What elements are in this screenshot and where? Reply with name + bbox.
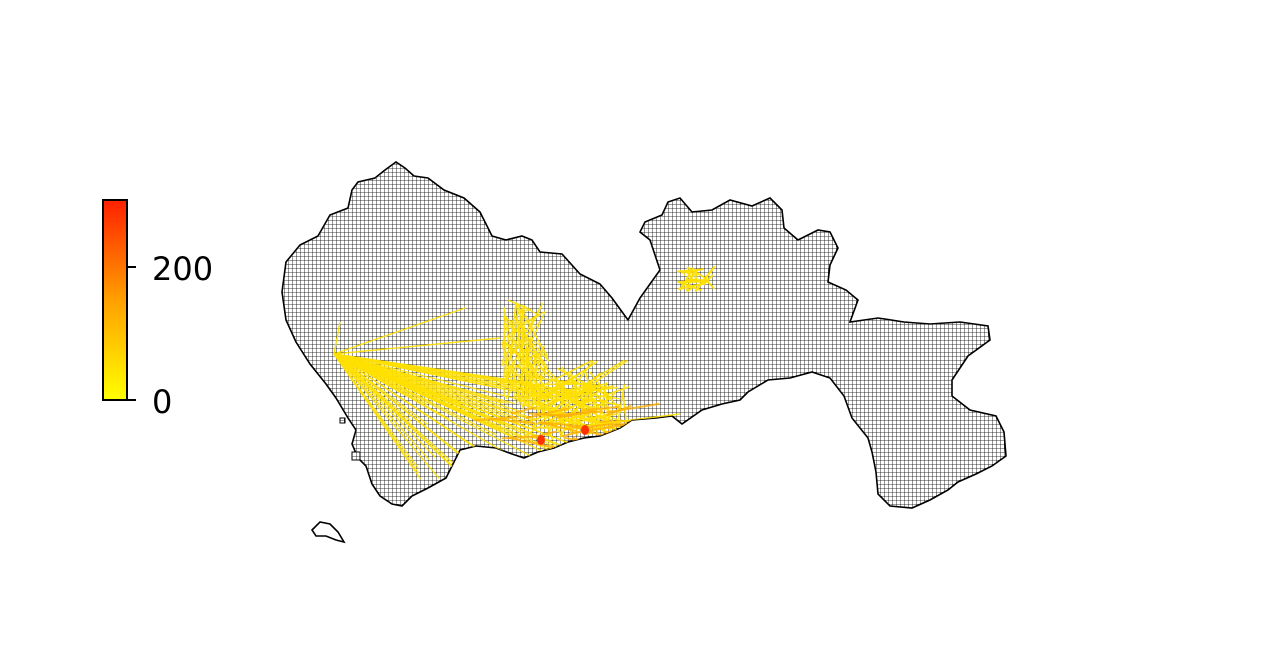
flow-line [530, 381, 554, 441]
flow-line [333, 353, 536, 428]
flow-line [529, 430, 558, 439]
flow-line [679, 267, 695, 291]
flow-line [510, 406, 536, 415]
flow-line [489, 417, 536, 425]
flow-line [333, 353, 563, 451]
flow-hotspot [537, 435, 545, 445]
flow-line [531, 359, 593, 392]
flow-line [333, 353, 439, 385]
flow-line [333, 353, 553, 468]
flow-line [538, 421, 578, 433]
flow-line [531, 392, 573, 401]
flow-line [522, 316, 534, 410]
flow-line [589, 413, 681, 426]
flow-line [695, 265, 716, 291]
flow-hotspots [537, 425, 589, 445]
flow-line [333, 353, 420, 383]
flow-line [333, 321, 341, 355]
flow-line [598, 414, 613, 421]
flow-lines [333, 265, 716, 480]
flow-line [702, 274, 714, 286]
city-land-grid [281, 161, 1007, 544]
flow-line [526, 302, 544, 331]
flow-line [333, 353, 524, 464]
flow-line [333, 353, 595, 396]
flow-line [556, 410, 596, 419]
flow-line [505, 342, 542, 383]
colorbar-tick-label-0: 0 [152, 383, 172, 421]
flow-line [704, 278, 715, 290]
flow-line [519, 311, 546, 326]
islet [351, 451, 361, 461]
flow-line [511, 381, 516, 400]
flow-line [508, 436, 555, 449]
flow-line [571, 385, 599, 404]
flow-line [542, 372, 602, 430]
flow-line [333, 337, 501, 355]
flow-line [333, 307, 466, 355]
flow-line [617, 384, 626, 421]
flow-line [518, 303, 521, 325]
flow-line [549, 359, 595, 418]
flow-line [560, 379, 564, 436]
colorbar: 0 200 [102, 199, 213, 421]
flow-line [525, 407, 570, 420]
colorbar-tick-label-200: 200 [152, 250, 213, 288]
flow-line [538, 397, 549, 411]
flow-line [503, 315, 520, 402]
flow-line [333, 353, 436, 458]
flow-line [333, 353, 430, 460]
flow-line [505, 303, 521, 381]
flow-line [511, 314, 540, 334]
flow-line [503, 323, 508, 380]
flow-line [513, 338, 530, 407]
flow-line [506, 366, 549, 379]
flow-line [525, 342, 532, 359]
flow-line [505, 346, 527, 400]
flow-line [516, 325, 538, 355]
flow-line [539, 367, 547, 379]
flow-line [333, 353, 440, 480]
colorbar-gradient [102, 199, 128, 401]
flow-line [524, 348, 545, 380]
islet [339, 417, 346, 424]
flow-line [513, 317, 517, 339]
flow-line [333, 353, 454, 464]
flow-line [333, 353, 422, 480]
flow-line [526, 372, 541, 416]
flow-line [580, 405, 620, 412]
flow-line [536, 386, 548, 400]
flow-line [532, 342, 550, 362]
flow-line [503, 315, 531, 343]
flow-line [501, 341, 523, 367]
flow-line [502, 302, 518, 382]
flow-line [681, 268, 704, 274]
flow-line [539, 406, 559, 412]
flow-line [522, 311, 546, 362]
flow-line [511, 353, 537, 370]
land-fill [282, 162, 1006, 508]
small-island [310, 521, 346, 544]
flow-line [606, 404, 632, 417]
flow-line [333, 353, 463, 458]
flow-hotspot [581, 425, 589, 435]
